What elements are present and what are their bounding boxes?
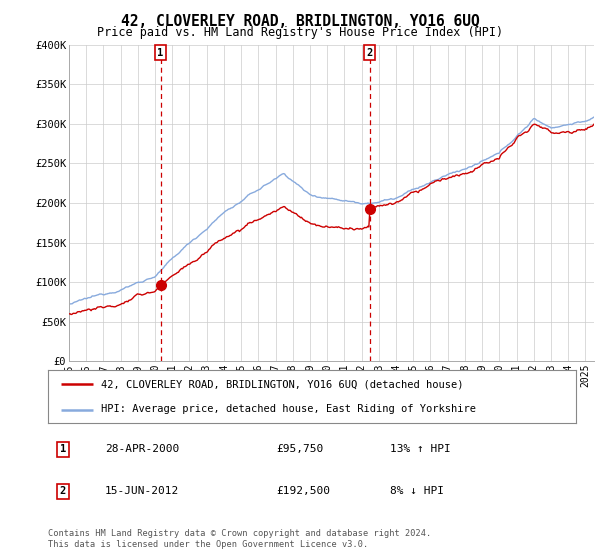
Text: 1: 1 — [157, 48, 164, 58]
Text: 15-JUN-2012: 15-JUN-2012 — [105, 487, 179, 496]
Text: 2: 2 — [367, 48, 373, 58]
Text: £95,750: £95,750 — [276, 445, 323, 454]
Text: Price paid vs. HM Land Registry's House Price Index (HPI): Price paid vs. HM Land Registry's House … — [97, 26, 503, 39]
Text: Contains HM Land Registry data © Crown copyright and database right 2024.
This d: Contains HM Land Registry data © Crown c… — [48, 529, 431, 549]
Text: £192,500: £192,500 — [276, 487, 330, 496]
Text: 28-APR-2000: 28-APR-2000 — [105, 445, 179, 454]
Text: 8% ↓ HPI: 8% ↓ HPI — [390, 487, 444, 496]
Text: HPI: Average price, detached house, East Riding of Yorkshire: HPI: Average price, detached house, East… — [101, 404, 476, 414]
Text: 2: 2 — [60, 487, 66, 496]
Text: 1: 1 — [60, 445, 66, 454]
Text: 42, CLOVERLEY ROAD, BRIDLINGTON, YO16 6UQ: 42, CLOVERLEY ROAD, BRIDLINGTON, YO16 6U… — [121, 14, 479, 29]
Text: 13% ↑ HPI: 13% ↑ HPI — [390, 445, 451, 454]
Text: 42, CLOVERLEY ROAD, BRIDLINGTON, YO16 6UQ (detached house): 42, CLOVERLEY ROAD, BRIDLINGTON, YO16 6U… — [101, 380, 463, 390]
